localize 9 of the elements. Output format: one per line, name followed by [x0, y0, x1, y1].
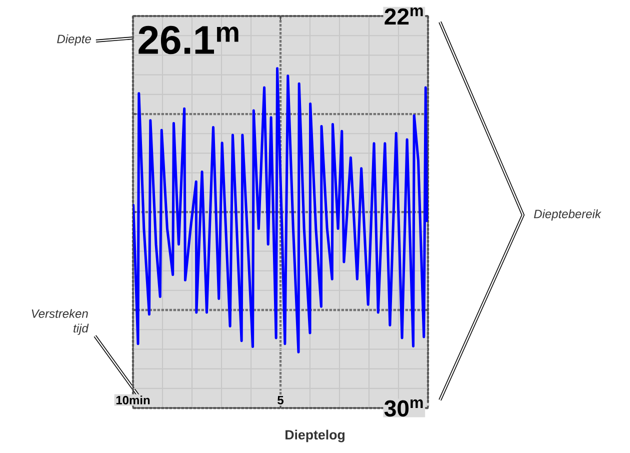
x-tick-label: 5 [278, 396, 284, 404]
y-tick-label: 30$^{m}$ [384, 399, 423, 417]
annotation: 26.1$^{m}$ [138, 26, 238, 54]
text: Verstreken tijd [32, 309, 89, 335]
text: Diepte [57, 34, 91, 46]
text: Dieptebereik [534, 209, 602, 221]
text: Dieptelog [286, 430, 344, 442]
x-tick-label: 10min [116, 396, 150, 404]
y-tick-label: 22$^{m}$ [384, 8, 423, 24]
